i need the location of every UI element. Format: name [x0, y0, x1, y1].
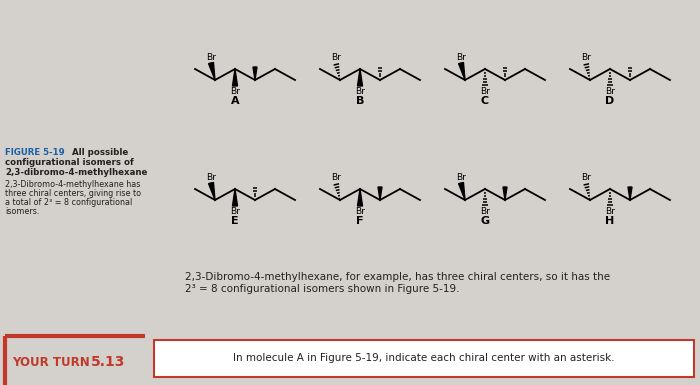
Polygon shape — [253, 67, 257, 80]
FancyBboxPatch shape — [154, 340, 694, 377]
Text: Br: Br — [331, 54, 341, 62]
Text: Br: Br — [206, 174, 216, 182]
Polygon shape — [209, 182, 215, 200]
Text: Br: Br — [331, 174, 341, 182]
Polygon shape — [358, 69, 363, 86]
Text: FIGURE 5-19: FIGURE 5-19 — [5, 148, 64, 157]
Text: Br: Br — [605, 87, 615, 95]
Text: H: H — [606, 216, 615, 226]
Text: 2,3-Dibromo-4-methylhexane, for example, has three chiral centers, so it has the: 2,3-Dibromo-4-methylhexane, for example,… — [185, 272, 610, 282]
Text: Br: Br — [581, 174, 591, 182]
Polygon shape — [503, 187, 507, 200]
Text: Br: Br — [480, 87, 490, 95]
Text: three chiral centers, giving rise to: three chiral centers, giving rise to — [5, 189, 141, 198]
Text: All possible: All possible — [69, 148, 128, 157]
Text: E: E — [231, 216, 239, 226]
Text: isomers.: isomers. — [5, 207, 39, 216]
Polygon shape — [628, 187, 632, 200]
Text: In molecule ​A​ in Figure 5-19, indicate each chiral center with an asterisk.: In molecule ​A​ in Figure 5-19, indicate… — [233, 353, 615, 363]
Polygon shape — [232, 69, 237, 86]
Text: Br: Br — [605, 206, 615, 216]
Text: Br: Br — [581, 54, 591, 62]
Polygon shape — [232, 189, 237, 206]
Text: F: F — [356, 216, 364, 226]
Text: configurational isomers of: configurational isomers of — [5, 158, 134, 167]
Text: 5.13: 5.13 — [91, 355, 125, 369]
Polygon shape — [209, 62, 215, 80]
Text: Br: Br — [456, 174, 466, 182]
Text: Br: Br — [355, 87, 365, 95]
Text: Br: Br — [355, 206, 365, 216]
Text: G: G — [480, 216, 489, 226]
Polygon shape — [458, 182, 465, 200]
Text: a total of 2³ = 8 configurational: a total of 2³ = 8 configurational — [5, 198, 132, 207]
Text: Br: Br — [456, 54, 466, 62]
Text: Br: Br — [206, 54, 216, 62]
Polygon shape — [458, 62, 465, 80]
Text: A: A — [231, 96, 239, 106]
Text: 2,3-Dibromo-4-methylhexane has: 2,3-Dibromo-4-methylhexane has — [5, 180, 141, 189]
Text: Br: Br — [230, 87, 240, 95]
Text: Br: Br — [230, 206, 240, 216]
Text: Br: Br — [480, 206, 490, 216]
Text: YOUR TURN: YOUR TURN — [12, 355, 90, 368]
Text: B: B — [356, 96, 364, 106]
Polygon shape — [358, 189, 363, 206]
Text: C: C — [481, 96, 489, 106]
Text: D: D — [606, 96, 615, 106]
Polygon shape — [378, 187, 382, 200]
Text: 2³ = 8 configurational isomers shown in Figure 5-19.: 2³ = 8 configurational isomers shown in … — [185, 284, 459, 294]
Text: 2,3-dibromo-4-methylhexane: 2,3-dibromo-4-methylhexane — [5, 168, 148, 177]
